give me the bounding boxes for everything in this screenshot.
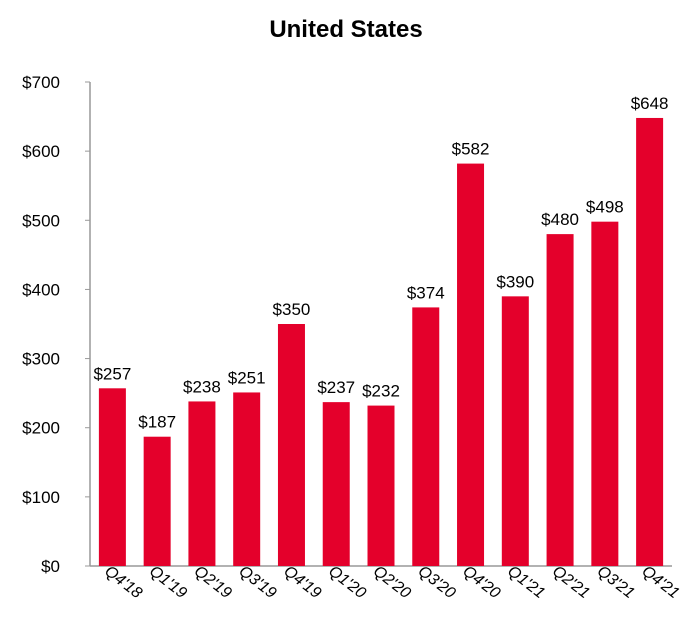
x-category-label: Q3'19 bbox=[236, 563, 280, 602]
bar-value-label: $390 bbox=[496, 272, 534, 291]
y-tick-label: $400 bbox=[22, 280, 60, 299]
x-category-label: Q1'21 bbox=[504, 563, 548, 602]
x-category-label: Q3'21 bbox=[594, 563, 638, 602]
bar bbox=[591, 221, 619, 566]
bar-value-label: $237 bbox=[317, 378, 355, 397]
bar-value-label: $582 bbox=[452, 140, 490, 159]
x-category-label: Q3'20 bbox=[415, 563, 459, 602]
x-category-label: Q1'19 bbox=[146, 563, 190, 602]
y-tick-label: $100 bbox=[22, 488, 60, 507]
bar bbox=[188, 401, 216, 566]
x-category-label: Q2'19 bbox=[191, 563, 235, 602]
bar bbox=[546, 234, 574, 566]
bar-value-label: $251 bbox=[228, 368, 266, 387]
bar-value-label: $187 bbox=[138, 413, 176, 432]
bar-value-label: $648 bbox=[631, 94, 669, 113]
y-tick-label: $0 bbox=[41, 557, 60, 576]
x-category-label: Q4'21 bbox=[639, 563, 683, 602]
y-tick-label: $200 bbox=[22, 419, 60, 438]
bar-value-label: $374 bbox=[407, 283, 445, 302]
bar-value-label: $350 bbox=[273, 300, 311, 319]
bar bbox=[412, 307, 440, 566]
x-category-label: Q2'21 bbox=[549, 563, 593, 602]
bar bbox=[143, 436, 171, 566]
bar bbox=[277, 324, 305, 566]
bar bbox=[501, 296, 529, 566]
x-category-label: Q1'20 bbox=[325, 563, 369, 602]
bar bbox=[457, 163, 485, 567]
bar-value-label: $232 bbox=[362, 382, 400, 401]
bar-value-label: $238 bbox=[183, 377, 221, 396]
bar bbox=[367, 405, 395, 566]
y-tick-label: $300 bbox=[22, 350, 60, 369]
bar bbox=[636, 117, 664, 566]
bar bbox=[98, 388, 126, 566]
x-category-label: Q4'20 bbox=[459, 563, 503, 602]
x-category-label: Q4'19 bbox=[280, 563, 324, 602]
x-category-label: Q2'20 bbox=[370, 563, 414, 602]
y-tick-label: $700 bbox=[22, 73, 60, 92]
bar bbox=[233, 392, 261, 566]
y-tick-label: $500 bbox=[22, 211, 60, 230]
bar-value-label: $257 bbox=[93, 364, 131, 383]
chart-title: United States bbox=[269, 16, 423, 43]
bar-value-label: $480 bbox=[541, 210, 579, 229]
y-tick-label: $600 bbox=[22, 142, 60, 161]
bar bbox=[322, 402, 350, 566]
bar-value-label: $498 bbox=[586, 198, 624, 217]
x-category-label: Q4'18 bbox=[101, 563, 145, 602]
